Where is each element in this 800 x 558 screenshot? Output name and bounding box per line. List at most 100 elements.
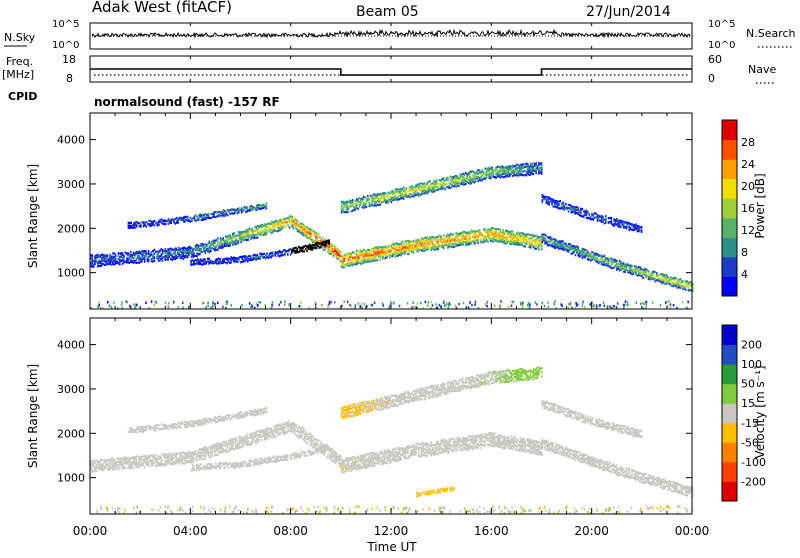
velocity-cell: [337, 458, 339, 460]
power-cell: [250, 238, 252, 240]
power-cell: [462, 240, 464, 242]
power-cell: [265, 226, 267, 228]
velocity-cell: [338, 460, 340, 462]
velocity-cell: [101, 459, 103, 461]
velocity-cell: [246, 444, 248, 446]
power-cell: [437, 236, 439, 238]
power-cell: [396, 245, 398, 247]
power-cell: [519, 242, 521, 244]
power-cell: [402, 197, 404, 199]
velocity-cell: [217, 451, 219, 453]
power-cell: [506, 239, 508, 241]
power-cell: [172, 219, 174, 221]
power-cell: [408, 244, 410, 246]
velocity-cell: [129, 464, 131, 466]
power-cell: [218, 246, 220, 248]
power-cell: [575, 206, 577, 208]
velocity-cell: [158, 462, 160, 464]
power-cell: [429, 237, 431, 239]
power-cell: [266, 256, 268, 258]
power-cell: [641, 275, 643, 277]
power-cell: [344, 211, 346, 213]
power-cell: [367, 199, 369, 201]
power-cell: [96, 258, 98, 260]
power-cell: [333, 250, 335, 252]
power-cell: [317, 245, 319, 247]
freq-label: Freq.: [6, 55, 33, 68]
power-cell: [623, 306, 625, 309]
power-cell: [367, 252, 369, 254]
power-cell: [236, 240, 238, 242]
power-cell: [599, 255, 601, 257]
power-cell: [357, 253, 359, 255]
power-cell: [540, 244, 542, 246]
power-cell: [472, 179, 474, 181]
power-cell: [341, 261, 343, 263]
power-cell: [540, 236, 542, 238]
power-cell: [685, 286, 687, 288]
power-colorbar-swatch: [722, 237, 737, 257]
power-cell: [582, 208, 584, 210]
power-cell: [484, 168, 486, 170]
power-cell: [476, 171, 478, 173]
power-cell: [259, 253, 261, 255]
power-cell: [437, 188, 439, 190]
power-cell: [533, 173, 535, 175]
power-cell: [579, 256, 581, 258]
velocity-cell: [224, 450, 226, 452]
power-cell: [635, 226, 637, 228]
power-cell: [222, 239, 224, 241]
power-cell: [356, 202, 358, 204]
power-cell: [620, 268, 622, 270]
power-cell: [183, 216, 185, 218]
velocity-cell: [238, 447, 240, 449]
power-cell: [349, 259, 351, 261]
power-cell: [152, 256, 154, 258]
power-cell: [573, 208, 575, 210]
velocity-cell: [207, 448, 209, 450]
nsky-trace: [92, 30, 690, 37]
power-cell: [597, 261, 599, 263]
power-cell: [602, 216, 604, 218]
power-cell: [479, 179, 481, 181]
power-cell: [609, 221, 611, 223]
power-cell: [465, 244, 467, 246]
power-cell: [396, 255, 398, 257]
power-cell: [245, 206, 247, 208]
power-cell: [636, 301, 638, 304]
power-cell: [187, 247, 189, 249]
power-cell: [148, 223, 150, 225]
power-cell: [239, 259, 241, 261]
power-cell: [307, 226, 309, 228]
velocity-cell: [333, 460, 335, 462]
power-cell: [123, 258, 125, 260]
power-cell: [368, 197, 370, 199]
power-cell: [364, 259, 366, 261]
power-cell: [623, 268, 625, 270]
power-cell: [98, 255, 100, 257]
power-cell: [367, 195, 369, 197]
power-cell: [194, 218, 196, 220]
power-cell: [466, 235, 468, 237]
power-cell: [263, 207, 265, 209]
power-cell: [602, 256, 604, 258]
power-cell: [389, 245, 391, 247]
power-cell: [266, 202, 268, 204]
power-cell: [403, 190, 405, 192]
power-cell: [590, 256, 592, 258]
power-cell: [465, 232, 467, 234]
power-cell: [464, 231, 466, 233]
power-cell: [151, 224, 153, 226]
power-cell: [129, 259, 131, 261]
power-cell: [130, 254, 132, 256]
power-cell: [118, 262, 120, 264]
power-cell: [213, 248, 215, 250]
velocity-cell: [205, 448, 207, 450]
velocity-cell: [147, 460, 149, 462]
power-cell: [214, 242, 216, 244]
power-cell: [286, 223, 288, 225]
power-cell: [601, 219, 603, 221]
power-cell: [122, 252, 124, 254]
power-cell: [225, 258, 227, 260]
power-cell: [483, 235, 485, 237]
